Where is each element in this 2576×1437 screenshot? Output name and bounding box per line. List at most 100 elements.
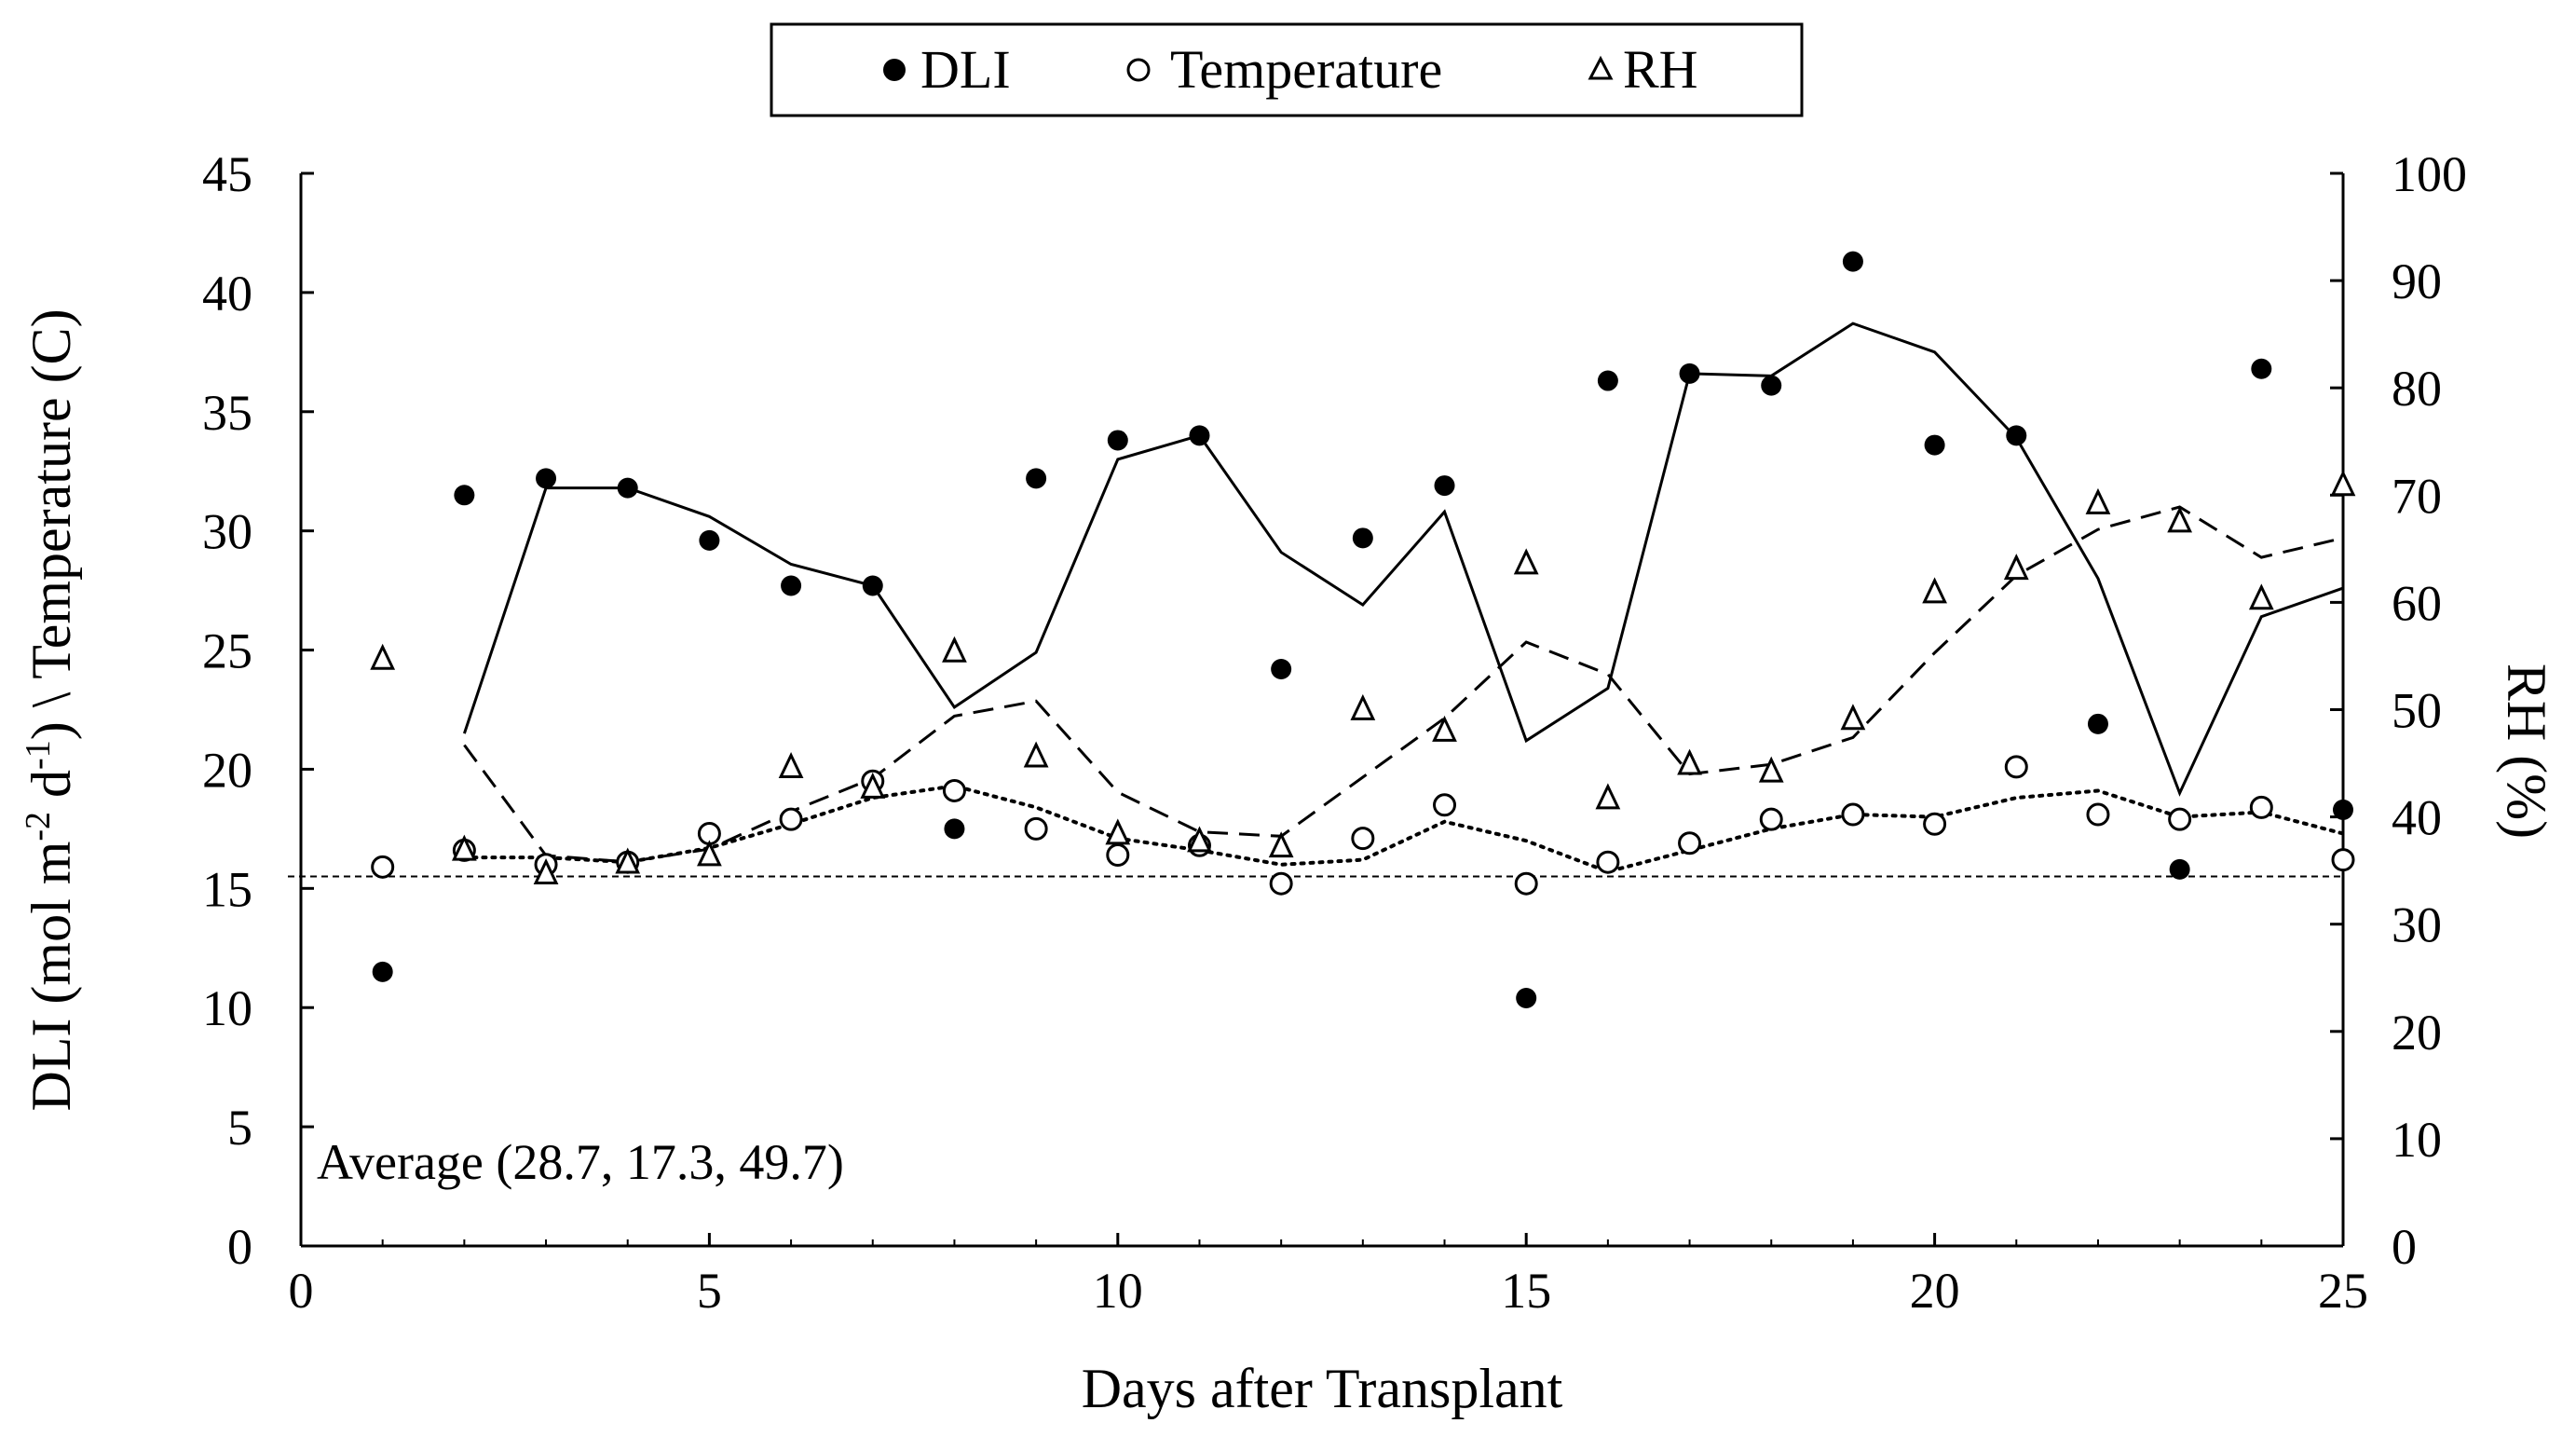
x-tick-label: 20 xyxy=(1910,1263,1960,1319)
rh-point xyxy=(1922,577,1947,604)
rh-point xyxy=(1268,831,1294,858)
dli-point xyxy=(699,529,720,551)
dli-point xyxy=(1842,251,1863,272)
y-right-tick-label: 60 xyxy=(2392,575,2442,631)
y-right-tick-label: 90 xyxy=(2392,253,2442,309)
dli-point xyxy=(1761,375,1782,396)
y-right-tick-label: 70 xyxy=(2392,468,2442,524)
rh-point xyxy=(1350,693,1376,720)
temperature-point xyxy=(779,807,803,831)
temperature-point xyxy=(1351,827,1375,851)
ticks-layer: 0 5 10 15 20 25 0 5 10 15 20 25 30 35 40 45 0 10 20 30 40 50 6… xyxy=(202,146,2467,1319)
rh-point xyxy=(1758,756,1784,783)
temperature-point xyxy=(1433,793,1457,817)
rh-point xyxy=(1187,826,1212,853)
temperature-point xyxy=(1514,871,1538,896)
y-left-tick-label: 10 xyxy=(202,980,252,1036)
dli-point xyxy=(1597,370,1618,391)
dli-point xyxy=(1434,475,1455,497)
y-left-tick-label: 20 xyxy=(202,742,252,798)
temperature-point xyxy=(371,855,395,879)
dli-point xyxy=(372,961,393,982)
y-left-tick-label: 35 xyxy=(202,385,252,441)
temperature-point xyxy=(2249,795,2273,819)
temperature-point xyxy=(2168,807,2192,831)
x-axis-title: Days after Transplant xyxy=(1082,1358,1563,1419)
y-right-tick-label: 50 xyxy=(2392,683,2442,739)
rh-point xyxy=(860,772,886,799)
rh-point xyxy=(2085,487,2111,514)
y-left-tick-label: 30 xyxy=(202,504,252,560)
legend-rh-marker xyxy=(1588,55,1614,80)
dli-point xyxy=(454,485,475,506)
y-right-tick-label: 20 xyxy=(2392,1005,2442,1061)
trend-lines-layer xyxy=(288,322,2345,878)
legend-temperature-label: Temperature xyxy=(1170,39,1442,100)
y-axis-left-title-part-a: DLI (mol m xyxy=(20,842,82,1112)
y-left-tick-label: 40 xyxy=(202,266,252,322)
temperature-point xyxy=(2331,848,2355,872)
dli-point xyxy=(2333,799,2353,820)
legend: DLI Temperature RH xyxy=(770,22,1804,117)
rh-point xyxy=(942,636,967,663)
dli-point xyxy=(617,477,638,499)
y-axis-right-title: RH (%) xyxy=(2496,664,2557,839)
rh-point xyxy=(451,834,477,861)
temperature-trend-line xyxy=(462,784,2345,874)
temperature-point xyxy=(1841,802,1865,827)
y-left-tick-label: 45 xyxy=(202,146,252,202)
temperature-point xyxy=(1269,871,1293,896)
y-right-tick-label: 40 xyxy=(2392,790,2442,846)
x-tick-label: 5 xyxy=(697,1263,722,1319)
dli-point xyxy=(2006,425,2027,446)
temperature-point xyxy=(1596,850,1620,874)
rh-point xyxy=(1105,818,1131,845)
temperature-point xyxy=(1024,816,1048,841)
y-right-tick-label: 100 xyxy=(2392,146,2467,202)
y-right-tick-label: 30 xyxy=(2392,897,2442,953)
temperature-point xyxy=(1678,831,1702,855)
y-left-tick-label: 5 xyxy=(227,1100,252,1156)
y-left-tick-label: 15 xyxy=(202,861,252,917)
x-tick-label: 0 xyxy=(289,1263,314,1319)
rh-point xyxy=(370,643,396,670)
markers-layer xyxy=(370,251,2356,1008)
dli-point xyxy=(2087,713,2108,734)
y-right-tick-label: 10 xyxy=(2392,1112,2442,1168)
dli-trend-line xyxy=(462,322,2344,797)
legend-temperature-marker xyxy=(1126,58,1151,82)
rh-point xyxy=(533,857,559,884)
x-tick-label: 10 xyxy=(1093,1263,1143,1319)
rh-point xyxy=(2330,470,2356,497)
rh-point xyxy=(697,840,722,867)
y-right-tick-label: 0 xyxy=(2392,1219,2417,1275)
x-tick-label: 25 xyxy=(2318,1263,2368,1319)
rh-point xyxy=(1023,741,1049,768)
rh-point xyxy=(615,847,641,874)
dli-point xyxy=(1352,527,1373,549)
temperature-point xyxy=(2004,755,2028,779)
dli-point xyxy=(1026,468,1047,489)
dli-point xyxy=(1107,430,1128,451)
x-tick-label: 15 xyxy=(1501,1263,1551,1319)
y-axis-left-title-sup-2: -1 xyxy=(19,740,58,770)
dli-point xyxy=(781,575,802,596)
y-left-tick-label: 0 xyxy=(227,1219,252,1275)
dli-point xyxy=(1271,659,1292,680)
rh-point xyxy=(1513,548,1539,575)
temperature-point xyxy=(1759,807,1783,831)
legend-rh-label: RH xyxy=(1623,39,1698,100)
dli-point xyxy=(862,575,883,596)
rh-point xyxy=(2248,583,2274,610)
rh-point xyxy=(1677,748,1702,775)
legend-dli-marker xyxy=(883,59,906,81)
dli-point xyxy=(536,468,557,489)
y-right-tick-label: 80 xyxy=(2392,361,2442,417)
dli-point xyxy=(1189,425,1210,446)
y-left-tick-label: 25 xyxy=(202,623,252,679)
rh-trend-line xyxy=(463,505,2344,864)
dli-point xyxy=(1516,987,1537,1008)
rh-point xyxy=(1840,704,1866,731)
dli-point xyxy=(1679,363,1700,384)
average-annotation: Average (28.7, 17.3, 49.7) xyxy=(317,1134,844,1190)
